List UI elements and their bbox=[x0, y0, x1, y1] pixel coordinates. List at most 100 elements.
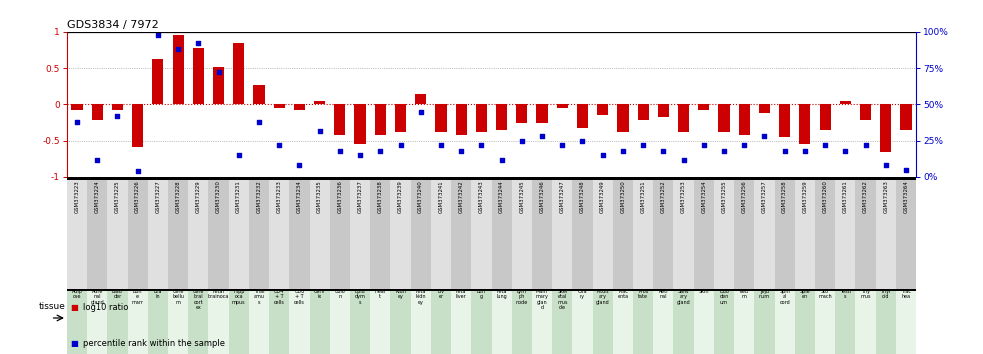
Text: GSM373226: GSM373226 bbox=[135, 180, 141, 213]
Point bbox=[797, 148, 813, 154]
Bar bbox=[815, 177, 836, 289]
Bar bbox=[552, 289, 572, 354]
Bar bbox=[476, 104, 487, 132]
Bar bbox=[72, 104, 83, 110]
Bar bbox=[375, 104, 386, 135]
Bar bbox=[67, 289, 87, 354]
Point bbox=[898, 167, 914, 173]
Text: GSM373225: GSM373225 bbox=[115, 180, 120, 213]
Text: Jeju
num: Jeju num bbox=[759, 289, 770, 299]
Bar bbox=[314, 101, 325, 104]
Bar bbox=[633, 289, 654, 354]
Bar bbox=[213, 67, 224, 104]
Bar bbox=[658, 104, 669, 118]
Bar bbox=[860, 104, 871, 120]
Bar bbox=[289, 177, 310, 289]
Text: GSM373238: GSM373238 bbox=[377, 180, 382, 213]
Point bbox=[757, 133, 773, 139]
Text: Cere
bral
cort
ex: Cere bral cort ex bbox=[193, 289, 204, 310]
Bar bbox=[188, 289, 208, 354]
Point bbox=[170, 46, 186, 52]
Bar bbox=[896, 289, 916, 354]
Bar bbox=[673, 289, 694, 354]
Bar bbox=[714, 177, 734, 289]
Bar bbox=[329, 289, 350, 354]
Bar bbox=[431, 177, 451, 289]
Bar bbox=[597, 104, 608, 115]
Text: GSM373240: GSM373240 bbox=[418, 180, 424, 213]
Point bbox=[514, 138, 530, 144]
Text: Fetal
brainoca: Fetal brainoca bbox=[207, 289, 229, 299]
Bar bbox=[612, 289, 633, 354]
Text: GSM373256: GSM373256 bbox=[742, 180, 747, 213]
Text: Bon
e
marr: Bon e marr bbox=[132, 289, 144, 304]
Bar bbox=[355, 104, 366, 144]
Bar bbox=[132, 104, 144, 147]
Bar bbox=[193, 48, 203, 104]
Text: Epid
dym
s: Epid dym s bbox=[355, 289, 366, 304]
Bar bbox=[714, 289, 734, 354]
Bar bbox=[654, 289, 673, 354]
Bar bbox=[492, 177, 512, 289]
Text: Testi
s: Testi s bbox=[839, 289, 851, 299]
Text: Hear
t: Hear t bbox=[375, 289, 386, 299]
Point bbox=[635, 142, 651, 148]
Bar bbox=[638, 104, 649, 120]
Text: GSM373241: GSM373241 bbox=[438, 180, 443, 213]
Bar bbox=[208, 289, 229, 354]
Bar bbox=[451, 177, 471, 289]
Bar bbox=[754, 289, 775, 354]
Bar bbox=[552, 177, 572, 289]
Bar bbox=[780, 104, 790, 137]
Bar bbox=[694, 289, 714, 354]
Bar bbox=[496, 104, 507, 130]
Bar bbox=[451, 289, 471, 354]
Bar bbox=[411, 289, 431, 354]
Text: GSM373255: GSM373255 bbox=[722, 180, 726, 213]
Bar bbox=[371, 177, 390, 289]
Text: Plac
enta: Plac enta bbox=[617, 289, 628, 299]
Bar bbox=[147, 177, 168, 289]
Text: GSM373252: GSM373252 bbox=[661, 180, 665, 213]
Bar bbox=[738, 104, 750, 135]
Text: Saliv
ary
gland: Saliv ary gland bbox=[676, 289, 690, 304]
Bar bbox=[91, 104, 103, 120]
Text: GSM373227: GSM373227 bbox=[155, 180, 160, 213]
Bar bbox=[208, 177, 229, 289]
Bar bbox=[820, 104, 831, 130]
Point bbox=[878, 162, 894, 168]
Point bbox=[292, 162, 308, 168]
Bar bbox=[612, 177, 633, 289]
Text: GSM373234: GSM373234 bbox=[297, 180, 302, 213]
Text: Feta
lung: Feta lung bbox=[496, 289, 507, 299]
Bar bbox=[512, 289, 532, 354]
Point bbox=[777, 148, 792, 154]
Point bbox=[675, 157, 691, 162]
Point bbox=[150, 32, 166, 38]
Point bbox=[858, 142, 874, 148]
Bar bbox=[471, 177, 492, 289]
Text: CD8
+ T
cells: CD8 + T cells bbox=[294, 289, 305, 304]
Bar bbox=[759, 104, 770, 113]
Text: GSM373253: GSM373253 bbox=[681, 180, 686, 213]
Bar bbox=[411, 177, 431, 289]
Text: GSM373223: GSM373223 bbox=[75, 180, 80, 213]
Bar bbox=[249, 289, 269, 354]
Bar bbox=[350, 177, 371, 289]
Text: Ova
ry: Ova ry bbox=[578, 289, 587, 299]
Bar bbox=[112, 104, 123, 109]
Bar bbox=[572, 289, 593, 354]
Point bbox=[838, 148, 853, 154]
Text: GSM373244: GSM373244 bbox=[499, 180, 504, 213]
Bar bbox=[492, 289, 512, 354]
Bar bbox=[795, 289, 815, 354]
Text: Thal
amu
s: Thal amu s bbox=[254, 289, 264, 304]
Text: Cere
bellu
m: Cere bellu m bbox=[172, 289, 184, 304]
Bar bbox=[395, 104, 406, 132]
Point bbox=[231, 152, 247, 158]
Bar bbox=[516, 104, 528, 122]
Text: Skin: Skin bbox=[699, 289, 709, 294]
Point bbox=[251, 119, 266, 125]
Bar bbox=[229, 177, 249, 289]
Point bbox=[332, 148, 348, 154]
